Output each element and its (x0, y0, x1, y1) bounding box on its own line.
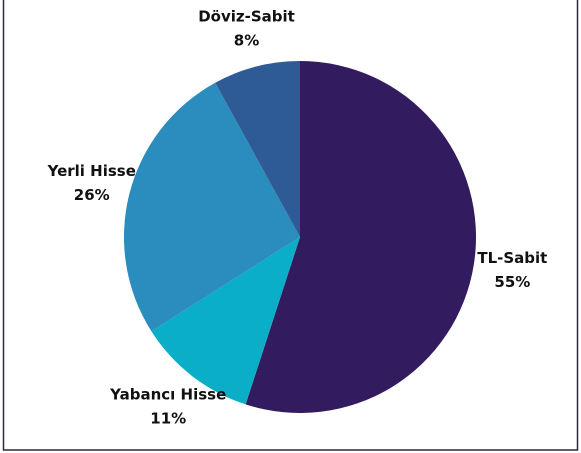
pie-slice (124, 82, 300, 332)
slice-value: 8% (234, 31, 259, 49)
pie-slice (215, 61, 300, 237)
slice-label: Döviz-Sabit (198, 7, 295, 25)
slice-label: Yabancı Hisse (109, 385, 226, 403)
slice-value: 55% (494, 273, 530, 291)
slice-label: Yerli Hisse (47, 162, 136, 180)
slice-value: 11% (150, 409, 186, 427)
pie-slice (245, 61, 476, 413)
slice-label: TL-Sabit (477, 249, 547, 267)
pie-slice (151, 237, 300, 405)
slice-value: 26% (74, 186, 110, 204)
